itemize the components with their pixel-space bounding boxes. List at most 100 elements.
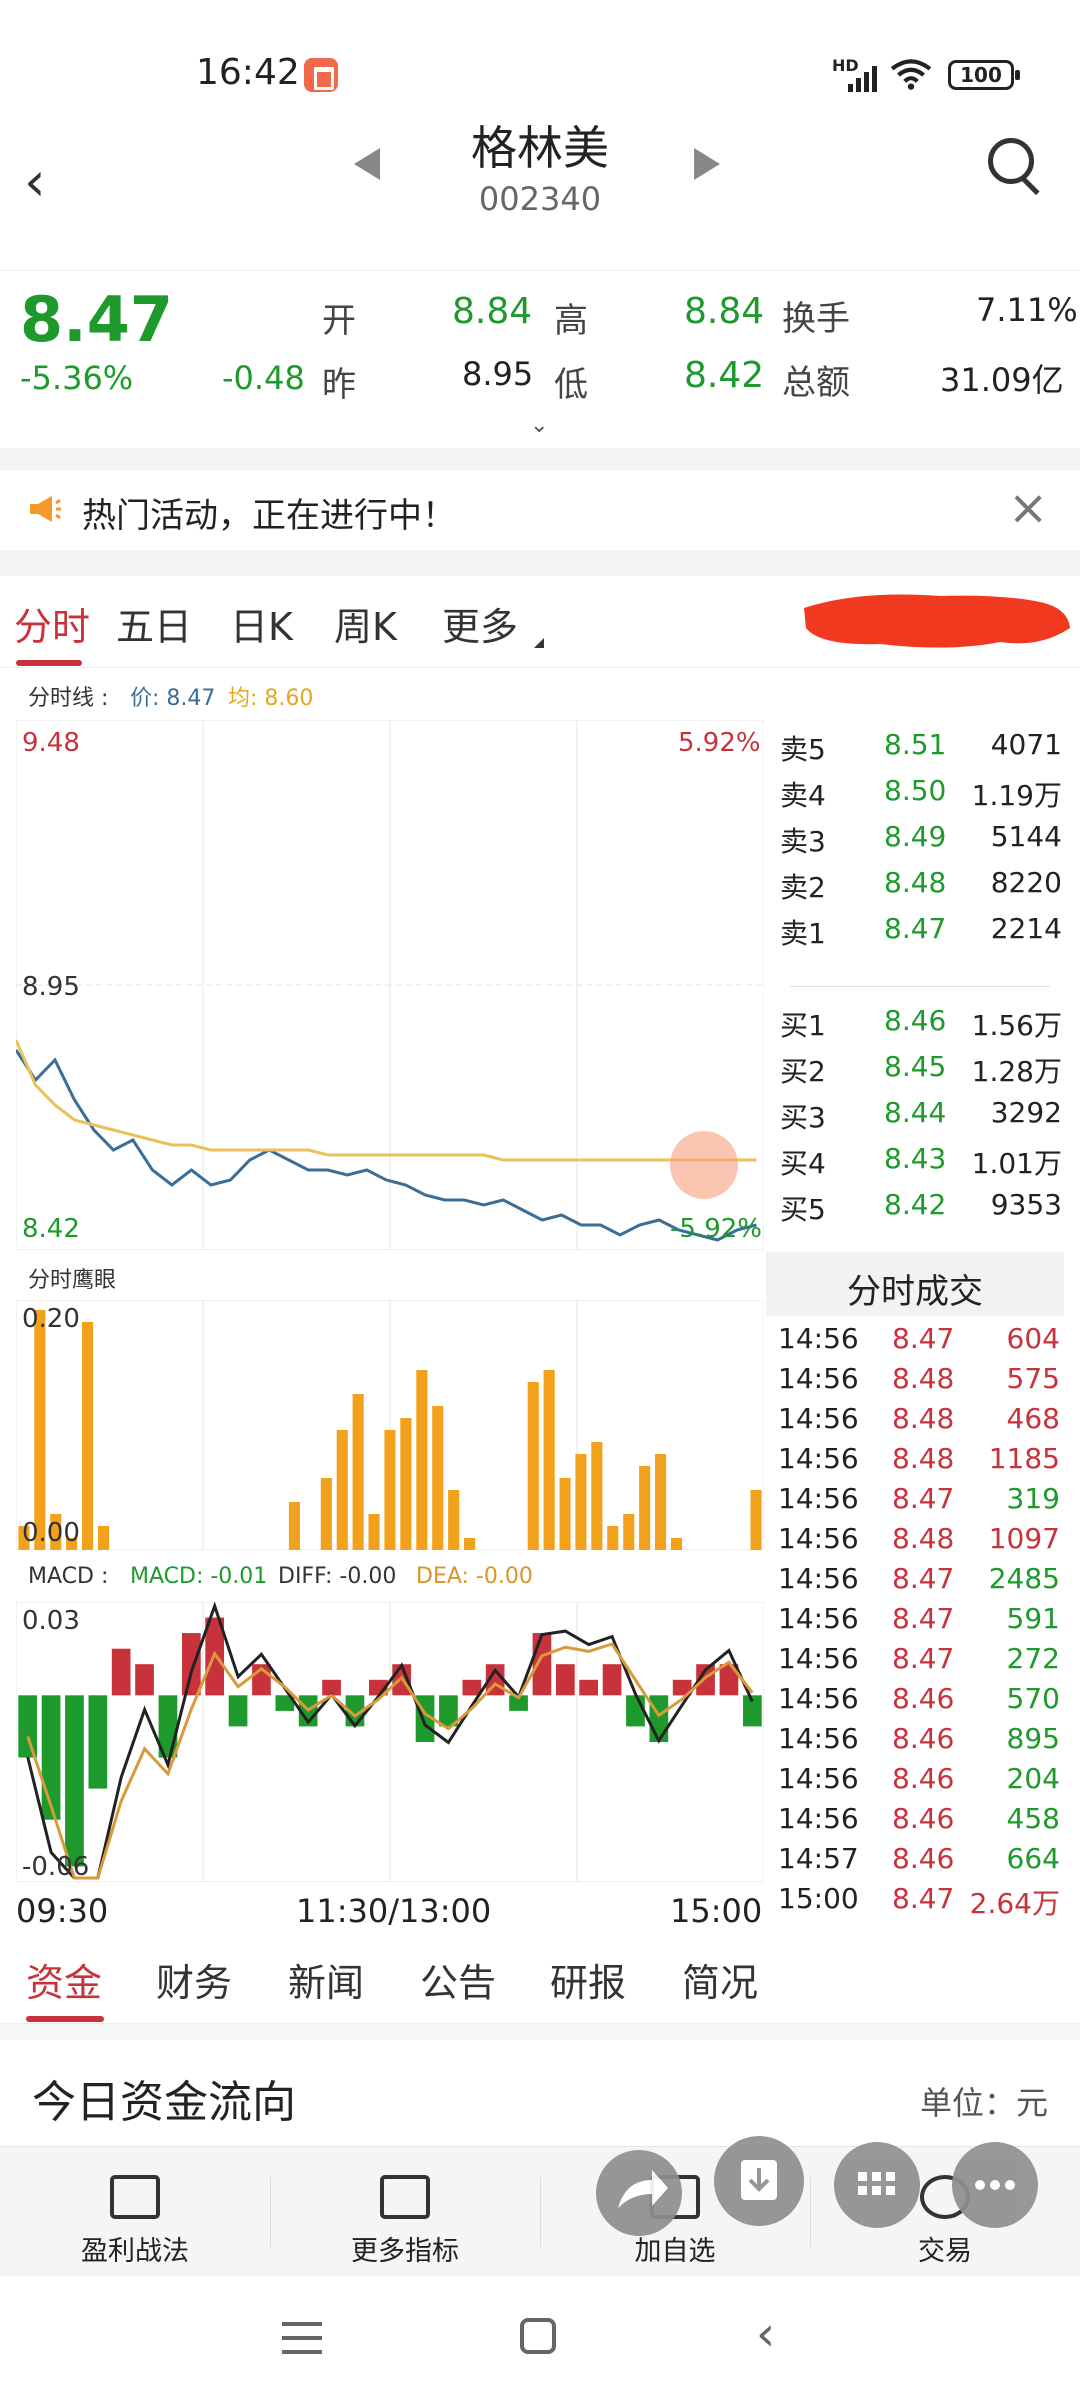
back-button[interactable]: ‹ [24,150,46,213]
order-volume: 4071 [990,728,1062,761]
stock-header: ‹ 格林美 002340 [0,0,1080,270]
trade-price: 8.46 [892,1682,955,1715]
order-level: 买5 [780,1193,826,1226]
fund-flow-title: 今日资金流向 [32,2077,296,2128]
stock-code: 002340 [478,180,602,218]
search-icon[interactable] [988,138,1034,184]
axis-bottom-price: 8.42 [22,1214,80,1244]
volume-bar [98,1526,110,1550]
order-price: 8.43 [884,1142,947,1175]
apps-button[interactable] [834,2142,920,2228]
tab-profile[interactable]: 简况 [682,1961,759,2005]
order-volume: 8220 [990,866,1062,899]
trade-volume: 570 [1006,1682,1060,1715]
macd-bar [649,1695,669,1742]
eagle-eye-title: 分时鹰眼 [28,1268,117,1293]
volume-bar [607,1526,619,1550]
order-price: 8.45 [884,1050,947,1083]
trade-price: 8.46 [892,1842,955,1875]
expand-chevron-icon[interactable]: ⌄ [530,413,549,438]
volume-bar [82,1322,94,1550]
time-axis-end: 15:00 [670,1892,763,1930]
axis-mid-price: 8.95 [22,972,80,1002]
activity-banner[interactable]: 热门活动，正在进行中！ × [0,470,1080,550]
add-favorite-button[interactable]: 加自选 [540,2147,810,2277]
prev-stock-button[interactable] [354,148,380,180]
status-time: 16:42 [196,52,300,93]
eagle-eye-chart[interactable] [16,1300,764,1550]
eagle-axis-top: 0.20 [22,1304,80,1334]
trades-title: 分时成交 [847,1272,983,1312]
tab-weekly-k[interactable]: 周K [334,605,397,649]
divider [0,550,1080,576]
tab-more[interactable]: 更多 [442,605,519,649]
trade-time: 14:56 [778,1322,859,1355]
order-volume: 1.28万 [971,1055,1062,1088]
volume-bar [464,1538,476,1550]
wifi-icon [890,59,932,90]
tab-daily-k[interactable]: 日K [230,605,293,649]
tab-research[interactable]: 研报 [550,1961,627,2005]
order-price: 8.48 [884,866,947,899]
low-label: 低 [554,365,588,405]
high-label: 高 [554,301,588,341]
trade-price: 8.47 [892,1562,955,1595]
macd-bar [111,1648,131,1696]
stock-name: 格林美 [471,121,609,175]
share-button[interactable] [596,2150,682,2236]
macd-bar [439,1695,458,1727]
next-stock-button[interactable] [694,148,720,180]
back-nav-icon[interactable]: ‹ [756,2306,776,2362]
home-icon[interactable] [520,2318,556,2354]
tab-intraday[interactable]: 分时 [14,605,91,649]
volume-bar [670,1538,682,1550]
hd-icon: HD [832,56,859,75]
tab-news[interactable]: 新闻 [288,1961,365,2005]
tab-announcements[interactable]: 公告 [420,1961,497,2005]
low-value: 8.42 [684,355,765,396]
close-icon[interactable]: × [1008,480,1049,536]
menu-icon[interactable] [282,2322,322,2354]
tab-finance[interactable]: 财务 [156,1961,233,2005]
trades-header[interactable] [766,1252,1064,1316]
strategy-icon [110,2175,160,2219]
volume-bar [575,1454,587,1550]
battery-icon: 100 [948,60,1020,90]
status-bar: 16:42 HD 100 [0,0,1080,120]
macd-bar [322,1679,341,1696]
volume-bar [559,1478,571,1550]
volume-bar [288,1502,300,1550]
fund-flow-section: 今日资金流向 单位：元 [0,2040,1080,2150]
order-level: 卖4 [780,779,826,812]
trade-volume: 664 [1006,1842,1060,1875]
order-price: 8.42 [884,1188,947,1221]
trade-price: 8.47 [892,1322,955,1355]
active-tab-underline [16,660,82,666]
time-axis-mid: 11:30/13:00 [296,1892,492,1930]
macd-label: MACD : [28,1564,109,1589]
fund-flow-unit: 单位：元 [919,2084,1048,2122]
tab-five-day[interactable]: 五日 [116,605,193,649]
trade-time: 14:57 [778,1842,859,1875]
macd-bar [719,1664,739,1696]
trade-time: 14:56 [778,1362,859,1395]
download-button[interactable] [714,2136,804,2226]
chart-tabs: 分时 五日 日K 周K 更多 [0,576,1080,668]
volume-bar [34,1310,46,1550]
tab-funds[interactable]: 资金 [26,1961,103,2005]
fullscreen-icon[interactable] [670,1131,738,1199]
change-amount: -0.48 [222,359,305,397]
indicators-button[interactable]: 更多指标 [270,2147,540,2277]
trade-volume: 204 [1006,1762,1060,1795]
redaction-mark [804,594,1070,648]
order-level: 买3 [780,1101,826,1134]
divider [810,2177,811,2247]
strategy-button[interactable]: 盈利战法 [0,2147,270,2277]
macd-chart[interactable] [16,1602,764,1882]
order-volume: 9353 [990,1188,1062,1221]
avg-price-line [16,1039,757,1162]
volume-bar [400,1418,412,1550]
more-options-button[interactable] [952,2142,1038,2228]
price-line [16,1049,757,1242]
intraday-price-chart[interactable] [16,720,764,1250]
